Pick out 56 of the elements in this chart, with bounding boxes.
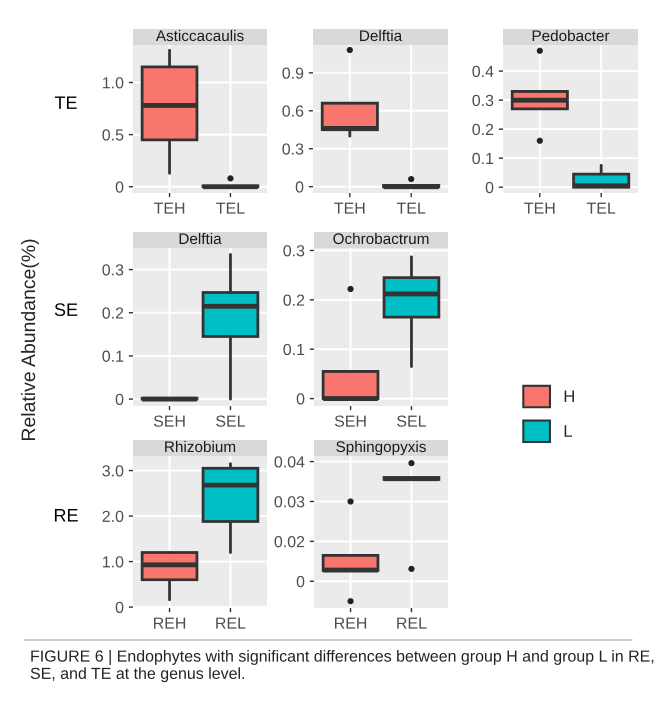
y-tick-label: 0.2 [102,307,124,319]
x-tick-label: REL [216,618,246,629]
y-tick-label: 0.04 [274,456,305,468]
y-tick-label: 0.3 [282,143,304,155]
y-tick-label: 0.6 [282,105,304,117]
y-tick-label: 0 [296,576,304,588]
y-tick-label: 0.1 [283,344,304,356]
y-tick-label: 0.9 [282,67,304,79]
y-tick-label: 0.2 [472,124,494,136]
y-tick-label: 0.3 [102,264,124,276]
x-tick-label: TEL [396,202,426,214]
x-tick-label: REL [397,618,426,629]
y-tick-label: 1.0 [102,556,124,568]
x-tick-label: SEH [334,415,366,427]
y-tick-label: 0.3 [472,94,494,106]
caption: FIGURE 6 | Endophytes with significant differences between group H and group L in RE, SE, and TE at the genus level. [30,650,654,682]
y-tick-label: 0.2 [283,294,304,306]
x-tick-label: REH [154,618,186,629]
legend-label: H [564,390,574,402]
y-tick-label: 0 [296,181,304,193]
chart-title: Delftia [180,232,222,244]
y-tick-label: 0 [486,182,494,194]
x-tick-label: SEH [154,415,185,427]
chart-title: Asticcacaulis [156,30,244,42]
y-tick-label: 3.0 [102,465,124,477]
chart-title: Delftia [360,30,402,42]
y-tick-label: 0 [116,394,124,406]
y-tick-label: 2.0 [102,510,124,522]
legend-label: L [564,425,572,437]
chart-title: Rhizobium [165,440,236,452]
y-axis-title: TE [54,96,77,109]
y-tick-label: 0.4 [472,66,494,78]
x-tick-label: TEL [586,202,616,214]
y-tick-label: 0.1 [472,152,494,164]
x-tick-label: TEH [524,202,554,214]
x-tick-label: REH [334,618,366,629]
y-axis-title: SE [54,303,78,316]
x-tick-label: TEL [216,202,245,214]
x-tick-label: SEL [397,415,426,427]
text: Relative Abundance(%) [20,240,40,440]
chart-title: Pedobacter [532,30,610,42]
y-tick-label: 0 [296,393,304,405]
y-tick-label: 0.1 [102,350,124,362]
chart-title: Ochrobactrum [333,232,428,244]
y-tick-label: 0.02 [274,536,304,548]
y-tick-label: 0.5 [102,129,124,141]
x-tick-label: TEH [154,202,184,214]
y-tick-label: 0.03 [274,496,304,508]
x-tick-label: TEH [334,202,364,214]
y-tick-label: 0 [116,602,124,614]
y-axis-title: RE [54,509,78,522]
x-tick-label: SEL [216,415,246,427]
y-tick-label: 1.0 [102,77,124,88]
y-tick-label: 0.3 [283,245,304,256]
chart-title: Sphingopyxis [336,440,426,456]
y-tick-label: 0 [116,181,124,193]
